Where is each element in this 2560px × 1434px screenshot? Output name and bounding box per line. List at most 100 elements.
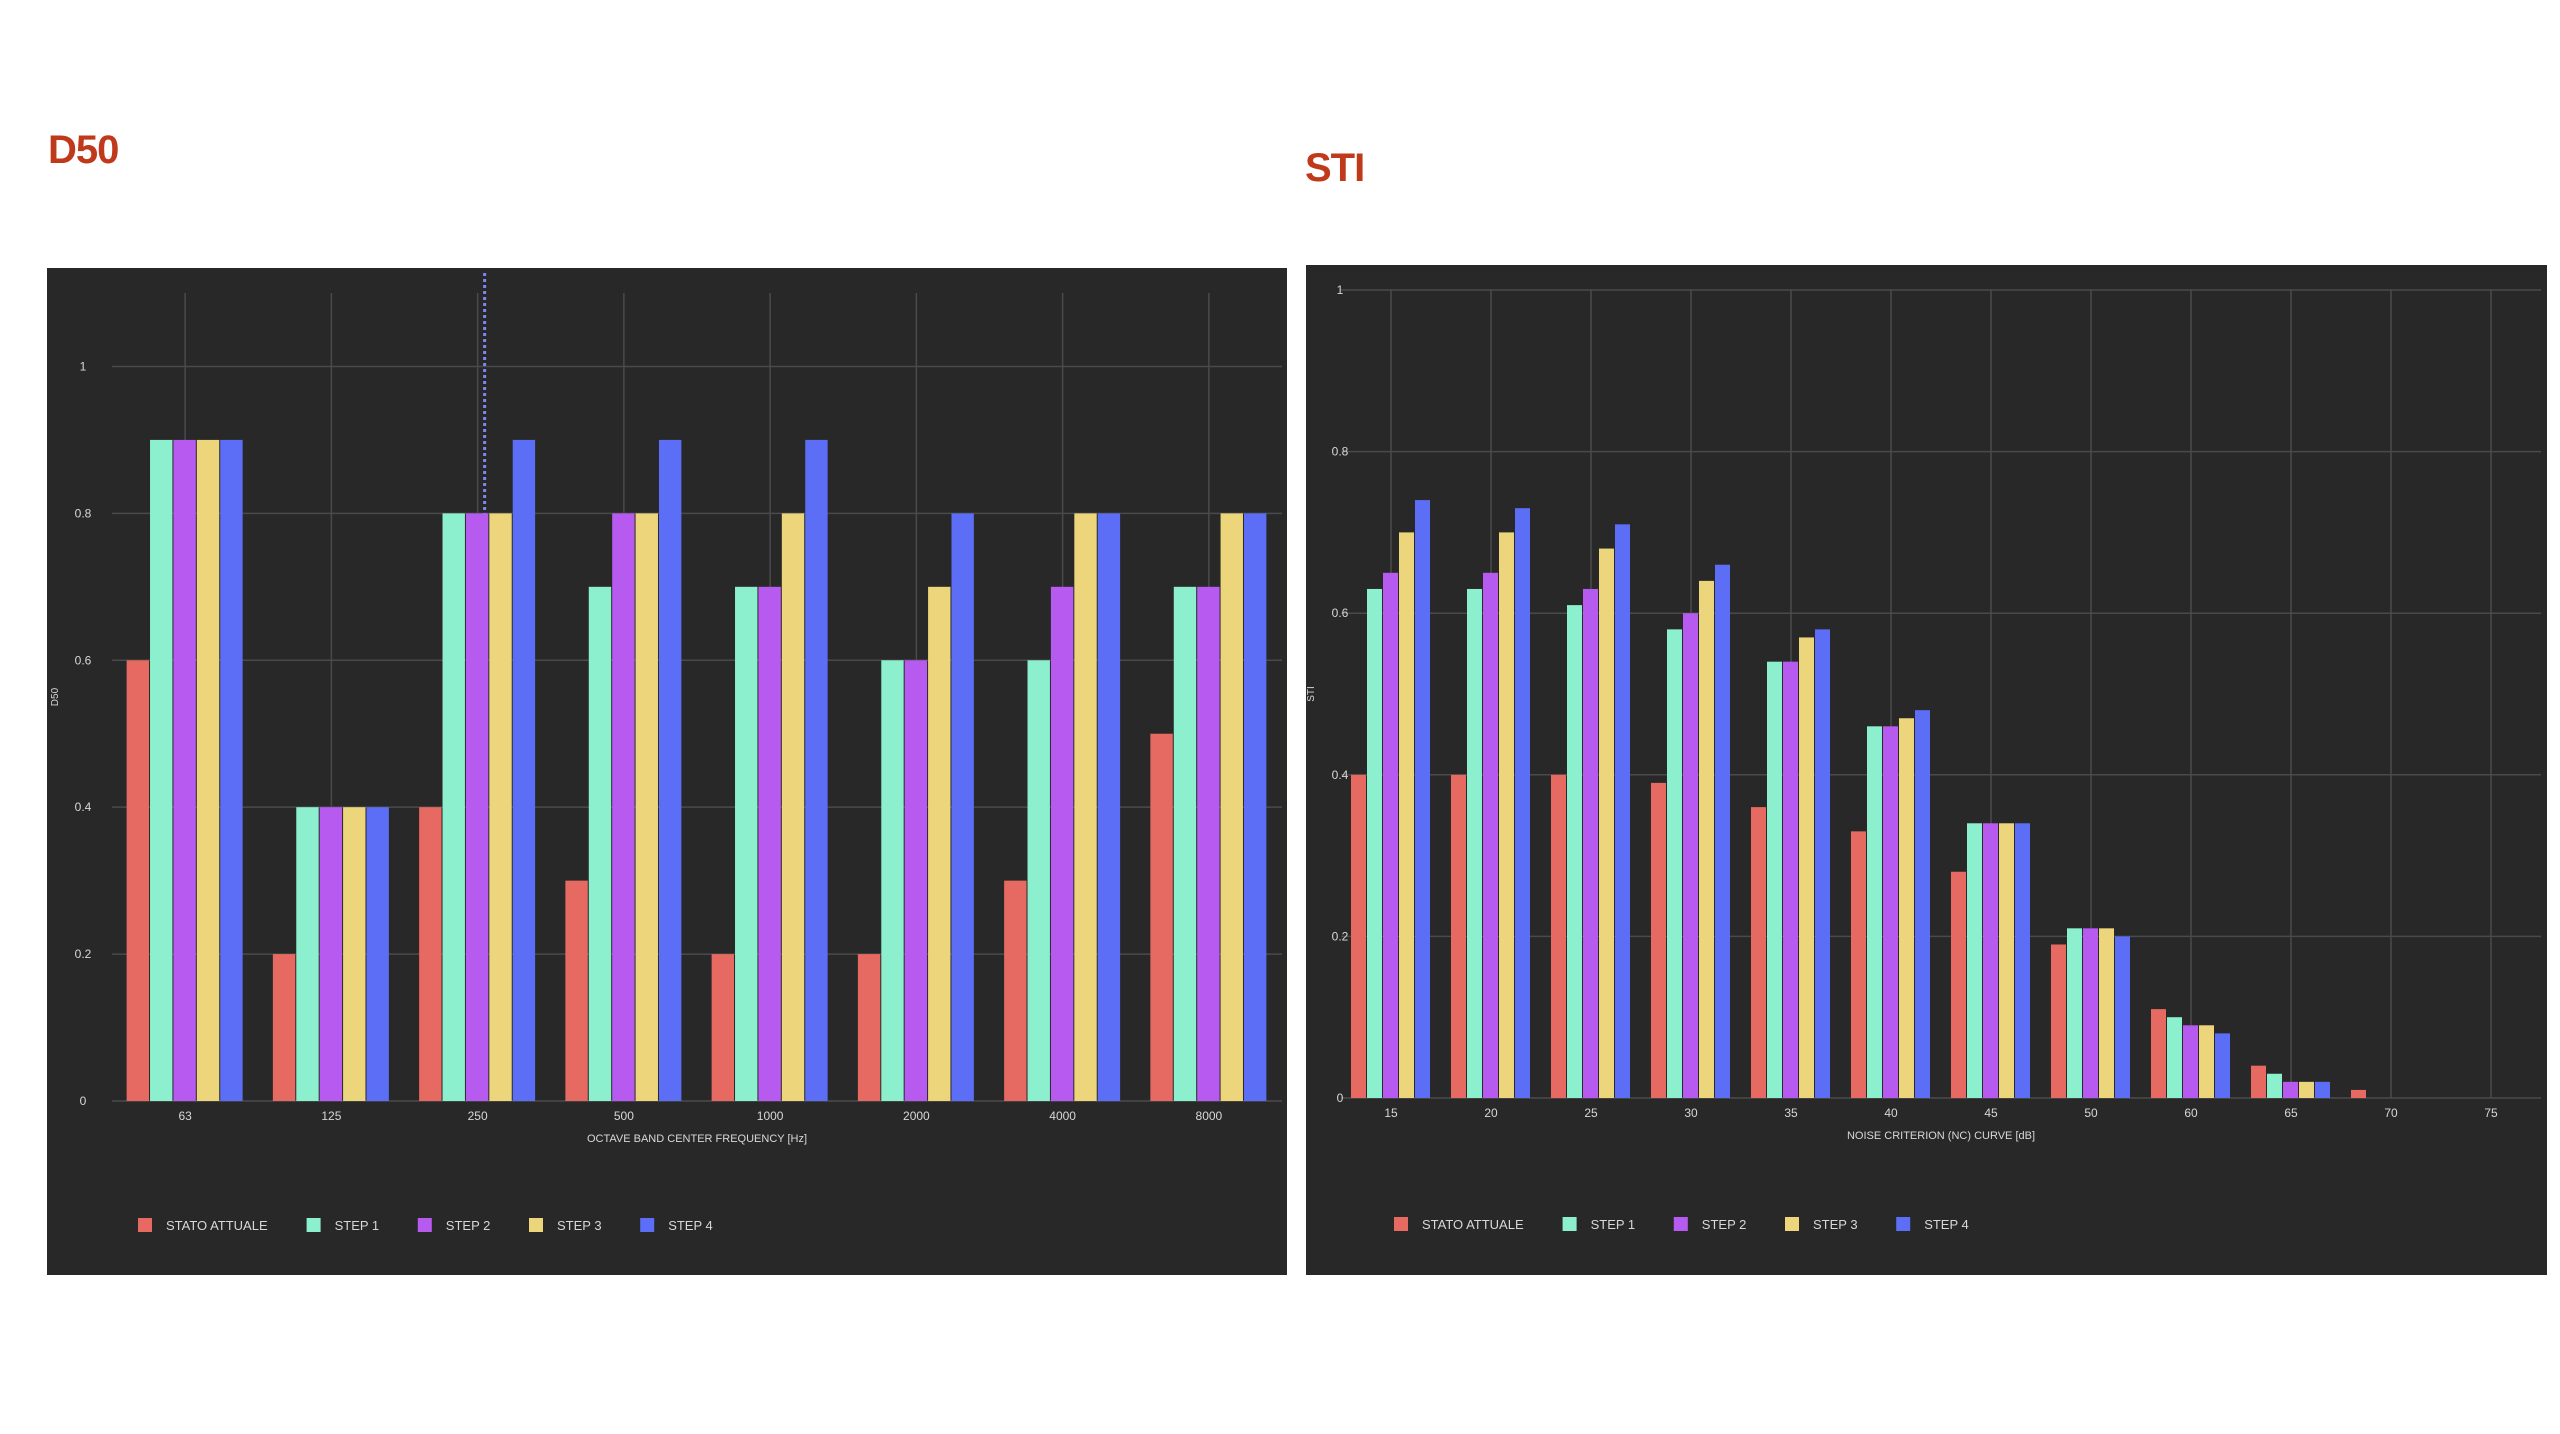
d50-bar[interactable] [1150,733,1173,1101]
d50-bar[interactable] [951,513,974,1101]
sti-bar[interactable] [1451,774,1466,1098]
d50-bar[interactable] [343,807,366,1101]
d50-bar[interactable] [489,513,512,1101]
sti-bar[interactable] [2283,1081,2298,1098]
sti-legend-item[interactable]: STEP 1 [1562,1217,1636,1232]
sti-bar[interactable] [2315,1081,2330,1098]
d50-bar[interactable] [196,439,220,1102]
d50-bar[interactable] [1097,513,1121,1101]
d50-bar[interactable] [512,439,536,1102]
sti-bar[interactable] [1951,871,1966,1098]
sti-bar[interactable] [1867,726,1882,1098]
sti-bar[interactable] [1899,718,1914,1098]
d50-bar[interactable] [805,439,828,1102]
d50-bar[interactable] [781,513,805,1101]
sti-bar[interactable] [1767,661,1782,1098]
d50-bar[interactable] [1197,586,1220,1101]
d50-legend-item[interactable]: STEP 4 [640,1218,713,1233]
sti-bar[interactable] [1383,572,1398,1098]
sti-bar[interactable] [2167,1017,2182,1098]
sti-bar[interactable] [1415,500,1430,1098]
d50-bar[interactable] [758,586,781,1101]
d50-legend-item[interactable]: STEP 2 [417,1218,491,1233]
d50-bar[interactable] [173,439,196,1102]
sti-bar[interactable] [1851,831,1866,1098]
sti-bar[interactable] [2083,928,2098,1098]
sti-bar[interactable] [1499,532,1514,1098]
d50-bar[interactable] [1027,660,1050,1101]
d50-bar[interactable] [1050,586,1074,1101]
sti-bar[interactable] [2015,823,2030,1098]
d50-bar[interactable] [735,586,758,1101]
sti-bar[interactable] [1599,548,1614,1098]
d50-bar[interactable] [1173,586,1197,1101]
sti-bar[interactable] [1551,774,1566,1098]
d50-legend-item[interactable]: STEP 1 [306,1218,380,1233]
sti-legend-item[interactable]: STEP 2 [1673,1217,1747,1232]
d50-bar[interactable] [366,807,389,1101]
d50-bar[interactable] [928,586,951,1101]
d50-bar[interactable] [419,807,442,1101]
d50-bar[interactable] [881,660,904,1101]
sti-bar[interactable] [1651,782,1666,1098]
sti-bar[interactable] [1699,580,1714,1098]
d50-bar[interactable] [220,439,243,1102]
d50-bar[interactable] [442,513,465,1101]
d50-bar[interactable] [588,586,612,1101]
sti-bar[interactable] [1567,605,1582,1098]
sti-bar[interactable] [1467,588,1482,1098]
sti-bar[interactable] [1667,629,1682,1098]
d50-bar[interactable] [126,660,150,1101]
sti-bar[interactable] [2299,1081,2314,1098]
d50-bar[interactable] [565,880,588,1101]
sti-bar[interactable] [1515,508,1530,1098]
sti-bar[interactable] [2351,1089,2366,1098]
sti-bar[interactable] [2051,944,2066,1098]
d50-bar[interactable] [658,439,682,1102]
sti-bar[interactable] [1615,524,1630,1098]
sti-bar[interactable] [2183,1025,2198,1098]
sti-bar[interactable] [1367,588,1382,1098]
d50-bar[interactable] [465,513,489,1101]
sti-bar[interactable] [1783,661,1798,1098]
sti-legend-item[interactable]: STATO ATTUALE [1394,1217,1524,1232]
sti-bar[interactable] [1967,823,1982,1098]
d50-bar[interactable] [635,513,658,1101]
sti-legend-item[interactable]: STEP 4 [1896,1217,1969,1232]
sti-bar[interactable] [1751,807,1766,1098]
d50-bar[interactable] [1220,513,1243,1101]
sti-bar[interactable] [1483,572,1498,1098]
sti-bar[interactable] [1815,629,1830,1098]
sti-bar[interactable] [2099,928,2114,1098]
d50-bar[interactable] [319,807,343,1101]
sti-bar[interactable] [1983,823,1998,1098]
sti-bar[interactable] [2151,1009,2166,1098]
d50-legend-item[interactable]: STEP 3 [529,1218,602,1233]
sti-bar[interactable] [1683,613,1698,1098]
d50-bar[interactable] [1243,513,1267,1101]
sti-bar[interactable] [2267,1073,2282,1098]
sti-bar[interactable] [2199,1025,2214,1098]
sti-bar[interactable] [2115,936,2130,1098]
d50-bar[interactable] [296,807,319,1101]
sti-legend-item[interactable]: STEP 3 [1785,1217,1858,1232]
d50-bar[interactable] [150,439,173,1102]
d50-legend-item[interactable]: STATO ATTUALE [138,1218,268,1233]
sti-bar[interactable] [1399,532,1414,1098]
d50-bar[interactable] [1004,880,1027,1101]
d50-bar[interactable] [711,954,735,1101]
d50-bar[interactable] [612,513,635,1101]
sti-bar[interactable] [1351,774,1366,1098]
sti-bar[interactable] [1799,637,1814,1098]
sti-bar[interactable] [1715,564,1730,1098]
d50-bar[interactable] [272,954,296,1101]
sti-bar[interactable] [1583,588,1598,1098]
sti-bar[interactable] [2067,928,2082,1098]
sti-bar[interactable] [1883,726,1898,1098]
sti-bar[interactable] [2251,1065,2266,1098]
d50-bar[interactable] [1074,513,1097,1101]
d50-bar[interactable] [904,660,928,1101]
sti-bar[interactable] [1999,823,2014,1098]
sti-bar[interactable] [1915,710,1930,1098]
sti-bar[interactable] [2215,1033,2230,1098]
